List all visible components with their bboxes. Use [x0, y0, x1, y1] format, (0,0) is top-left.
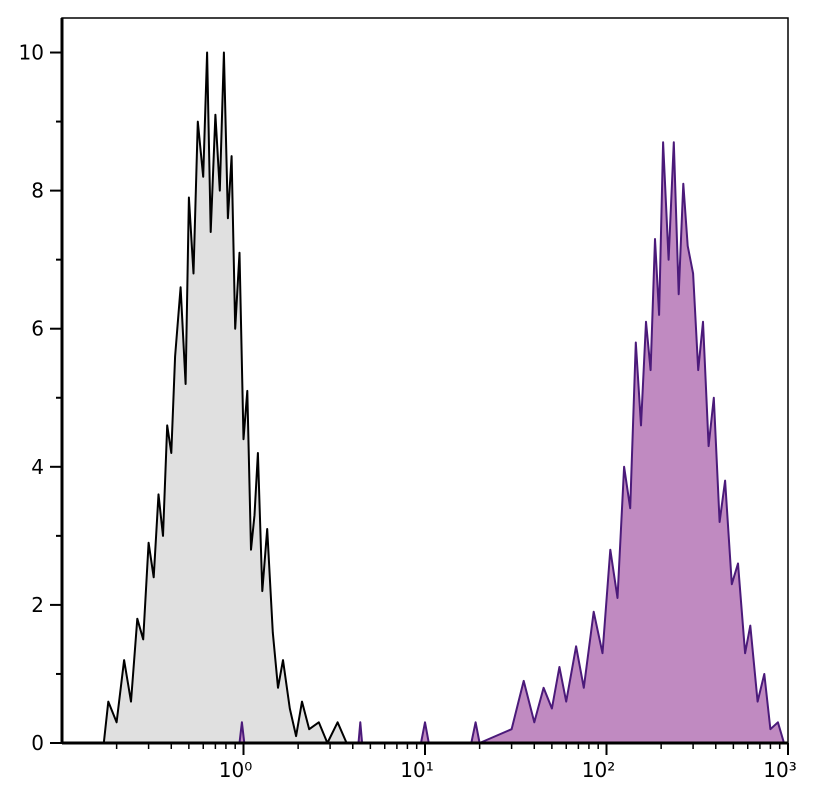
y-tick-label: 8: [31, 179, 44, 203]
y-tick-label: 6: [31, 317, 44, 341]
histogram-area: [239, 142, 784, 744]
x-tick-label: 10³: [763, 758, 796, 782]
y-tick-label: 4: [31, 455, 44, 479]
histogram-area: [103, 52, 361, 743]
x-tick-label: 10²: [582, 758, 615, 782]
x-tick-label: 10¹: [400, 758, 433, 782]
y-tick-label: 0: [31, 731, 44, 755]
x-tick-label: 10⁰: [219, 758, 252, 782]
histogram-line: [102, 51, 361, 744]
y-tick-label: 2: [31, 593, 44, 617]
y-tick-label: 10: [19, 41, 44, 65]
